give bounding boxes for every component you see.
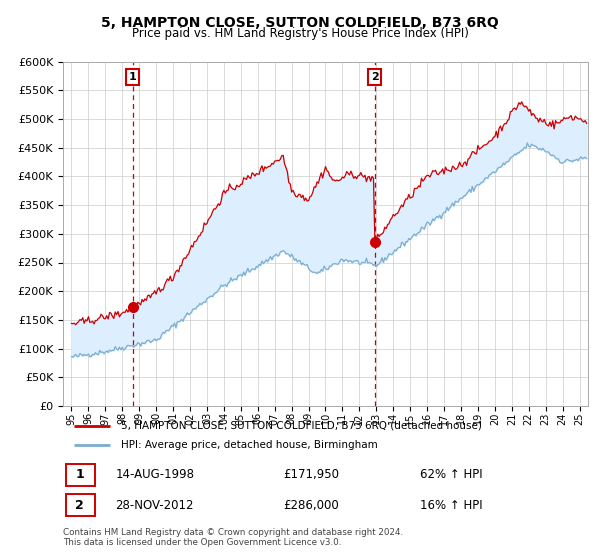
- Text: 16% ↑ HPI: 16% ↑ HPI: [420, 499, 482, 512]
- Text: 5, HAMPTON CLOSE, SUTTON COLDFIELD, B73 6RQ (detached house): 5, HAMPTON CLOSE, SUTTON COLDFIELD, B73 …: [121, 421, 482, 431]
- Text: 1: 1: [129, 72, 137, 82]
- Text: 62% ↑ HPI: 62% ↑ HPI: [420, 468, 482, 482]
- Text: 2: 2: [76, 499, 84, 512]
- Text: 14-AUG-1998: 14-AUG-1998: [115, 468, 194, 482]
- Text: £286,000: £286,000: [284, 499, 339, 512]
- Text: 2: 2: [371, 72, 379, 82]
- Text: 28-NOV-2012: 28-NOV-2012: [115, 499, 194, 512]
- FancyBboxPatch shape: [65, 494, 95, 516]
- Text: Contains HM Land Registry data © Crown copyright and database right 2024.
This d: Contains HM Land Registry data © Crown c…: [63, 528, 403, 548]
- Text: 5, HAMPTON CLOSE, SUTTON COLDFIELD, B73 6RQ: 5, HAMPTON CLOSE, SUTTON COLDFIELD, B73 …: [101, 16, 499, 30]
- FancyBboxPatch shape: [65, 464, 95, 486]
- Text: £171,950: £171,950: [284, 468, 340, 482]
- Text: 1: 1: [76, 468, 84, 482]
- Text: Price paid vs. HM Land Registry's House Price Index (HPI): Price paid vs. HM Land Registry's House …: [131, 27, 469, 40]
- Text: HPI: Average price, detached house, Birmingham: HPI: Average price, detached house, Birm…: [121, 440, 377, 450]
